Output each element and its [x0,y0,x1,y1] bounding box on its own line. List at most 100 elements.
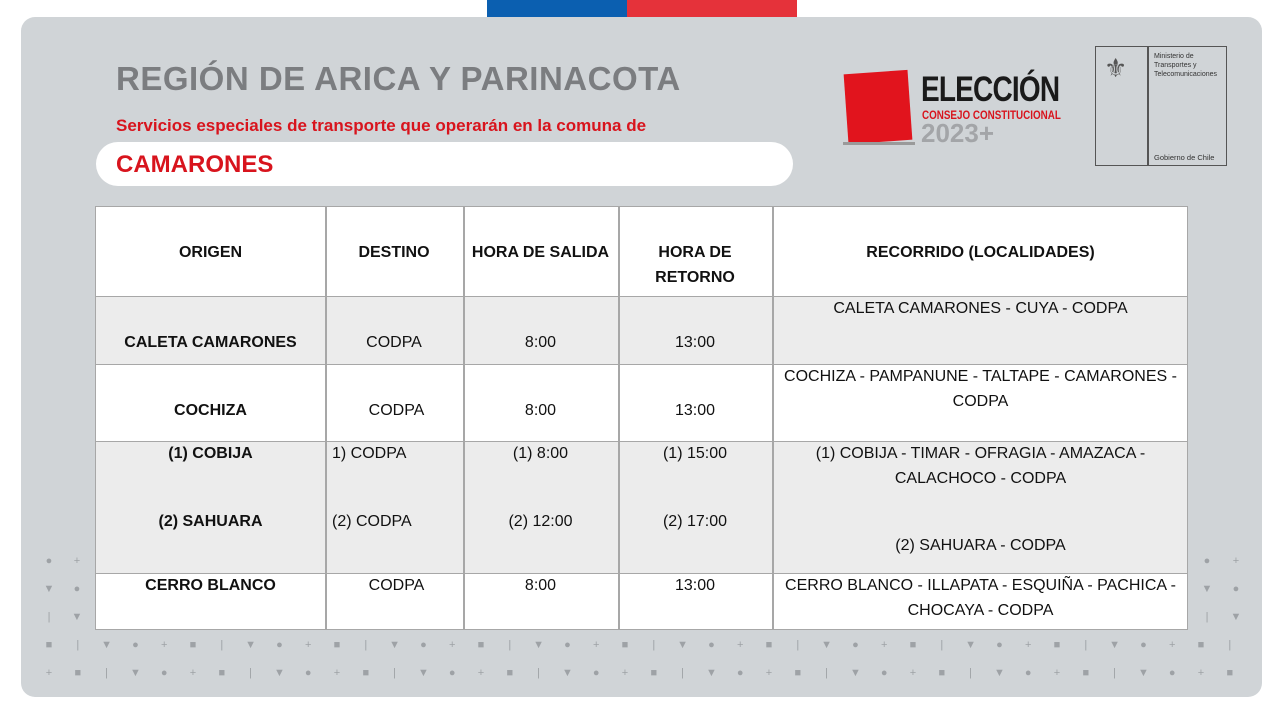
election-logo-title: ELECCIÓN [921,70,1060,109]
pattern-symbol: + [160,639,168,651]
cell-destino: (2) CODPA [332,513,412,530]
pattern-symbol: ● [708,639,715,651]
pattern-symbol: ▼ [965,639,977,651]
pattern-symbol: + [448,639,456,651]
election-logo-year: 2023+ [921,118,995,148]
pattern-symbol: ● [45,555,53,567]
cell-retorno: 13:00 [674,402,716,419]
pattern-symbol: ● [1024,667,1032,679]
pattern-symbol: ● [564,639,571,651]
pattern-symbol: + [477,667,485,679]
pattern-symbol: | [393,667,397,679]
pattern-symbol: | [76,639,80,651]
cell-recorrido: (2) SAHUARA - CODPA [895,537,1066,554]
pattern-symbol: | [508,639,512,651]
cell-salida: 8:00 [524,577,557,594]
pattern-symbol: ▼ [849,667,861,679]
pattern-symbol: | [364,639,368,651]
pattern-symbol: | [537,667,541,679]
pattern-symbol: ▼ [993,667,1005,679]
pattern-symbol: ● [996,639,1003,651]
pattern-symbol: | [681,667,685,679]
pattern-symbol: + [736,639,744,651]
pattern-symbol: ● [132,639,139,651]
pattern-symbol: ▼ [561,667,573,679]
pattern-symbol: + [765,667,773,679]
cell-origen: CERRO BLANCO [145,577,276,594]
election-logo-subtitle: CONSEJO CONSTITUCIONAL [922,108,1061,122]
pattern-symbol: ● [852,639,859,651]
pattern-symbol: ● [73,583,81,595]
pattern-symbol: + [1168,639,1176,651]
header-recorrido: RECORRIDO (LOCALIDADES) [866,244,1095,261]
pattern-symbol: ■ [650,667,658,679]
pattern-symbol: ▼ [273,667,285,679]
table-header-row [96,207,1187,297]
pattern-symbol: + [1053,667,1061,679]
cell-retorno: 13:00 [674,334,716,351]
pattern-symbol: | [47,611,51,623]
ballot-base [843,142,915,145]
cell-recorrido: CHOCAYA - CODPA [907,602,1054,619]
cell-recorrido: CALACHOCO - CODPA [894,470,1067,487]
pattern-symbol: ■ [1226,667,1234,679]
cell-destino: CODPA [368,402,425,419]
cell-retorno: 13:00 [674,577,716,594]
pattern-symbol: ● [160,667,168,679]
pattern-symbol: + [304,639,312,651]
pattern-symbol: ■ [909,639,917,651]
pattern-symbol: ■ [765,639,773,651]
comuna-name: CAMARONES [116,151,274,178]
pattern-symbol: ▼ [245,639,257,651]
pattern-symbol: ▼ [43,583,55,595]
divider [1147,47,1149,165]
pattern-symbol: + [1232,555,1240,567]
government-name: Gobierno de Chile [1154,153,1215,162]
transport-table: ORIGEN DESTINO HORA DE SALIDA HORA DE RE… [95,206,1188,630]
pattern-symbol: ● [1203,555,1211,567]
ballot-icon [843,69,913,145]
pattern-symbol: ▼ [821,639,833,651]
pattern-symbol: ■ [506,667,514,679]
pattern-symbol: ● [880,667,888,679]
cell-salida: 8:00 [524,334,557,351]
pattern-symbol: + [1024,639,1032,651]
pattern-symbol: ■ [362,667,370,679]
pattern-symbol: + [45,667,53,679]
table-row [96,442,1187,574]
pattern-symbol: ■ [938,667,946,679]
table-row [96,297,1187,365]
pattern-symbol: ▼ [389,639,401,651]
pattern-symbol: ▼ [705,667,717,679]
cell-salida: (2) 12:00 [508,513,573,530]
cell-destino: 1) CODPA [332,445,407,462]
header-hora-salida: HORA DE SALIDA [471,244,610,261]
cell-retorno: (1) 15:00 [662,445,728,462]
pattern-symbol: | [249,667,253,679]
pattern-symbol: ■ [1053,639,1061,651]
pattern-symbol: | [652,639,656,651]
pattern-symbol: ■ [218,667,226,679]
pattern-symbol: ● [1232,583,1240,595]
header-hora-retorno: HORA DE [658,244,732,261]
pattern-symbol: ● [448,667,456,679]
pattern-symbol: ▼ [101,639,113,651]
pattern-symbol: ● [736,667,744,679]
pattern-symbol: + [73,555,81,567]
pattern-symbol: + [1197,667,1205,679]
pattern-symbol: | [1113,667,1117,679]
flag-stripe-blue [487,0,627,17]
pattern-symbol: ▼ [129,667,141,679]
pattern-symbol: ■ [1082,667,1090,679]
pattern-symbol: ■ [74,667,82,679]
pattern-symbol: | [825,667,829,679]
comuna-pill [96,142,793,186]
pattern-symbol: ■ [621,639,629,651]
cell-destino: CODPA [366,334,422,351]
cell-salida: 8:00 [524,402,557,419]
pattern-symbol: + [880,639,888,651]
pattern-symbol: ■ [189,639,197,651]
pattern-symbol: ■ [45,639,53,651]
pattern-symbol: ● [304,667,312,679]
cell-recorrido: COCHIZA - PAMPANUNE - TALTAPE - CAMARONE… [784,368,1177,385]
